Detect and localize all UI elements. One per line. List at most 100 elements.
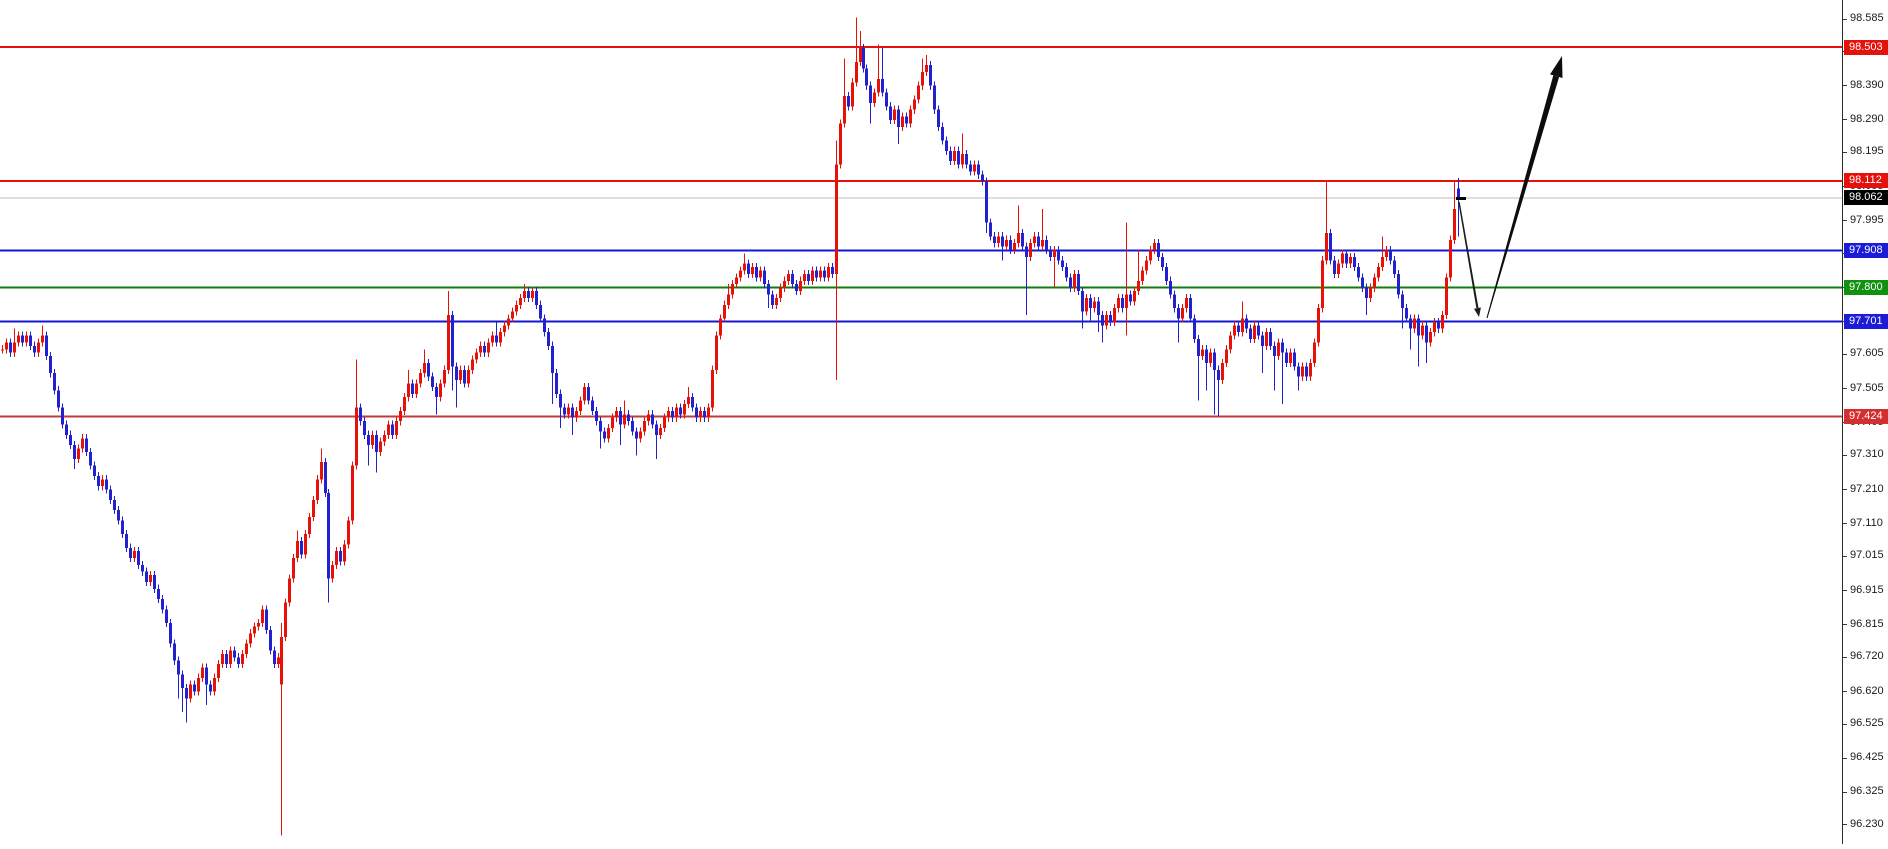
candle <box>411 383 414 394</box>
candle <box>643 421 646 432</box>
candle <box>197 677 200 692</box>
candle <box>1057 250 1060 261</box>
candle <box>1129 294 1132 302</box>
candle <box>1173 294 1176 309</box>
candle <box>1097 301 1100 316</box>
candle <box>1169 280 1172 295</box>
candle <box>851 82 854 107</box>
candle <box>1333 260 1336 274</box>
candle <box>1165 267 1168 281</box>
candle <box>280 636 283 685</box>
candle <box>763 270 766 285</box>
candle <box>1413 318 1416 329</box>
candle <box>455 366 458 381</box>
candle <box>153 575 156 589</box>
candle <box>913 99 916 110</box>
axis-tick-label: 97.995 <box>1850 213 1884 226</box>
axis-tick-dash <box>1843 388 1847 390</box>
candle <box>819 270 822 278</box>
axis-tick-label: 96.425 <box>1850 751 1884 764</box>
candle <box>839 123 842 165</box>
candle <box>407 383 410 398</box>
candle <box>1177 308 1180 319</box>
candle <box>619 410 622 425</box>
candle <box>1329 232 1332 261</box>
axis-tick-label: 96.620 <box>1850 684 1884 697</box>
candle <box>475 352 478 360</box>
candle <box>787 273 790 281</box>
candle <box>1209 352 1212 363</box>
candle <box>1089 297 1092 309</box>
candle <box>1357 267 1360 278</box>
candle <box>1053 250 1056 257</box>
candle <box>687 397 690 405</box>
candle <box>1153 243 1156 251</box>
candle <box>471 359 474 370</box>
candle <box>1069 277 1072 288</box>
candle <box>427 362 430 377</box>
candle <box>1361 277 1364 288</box>
candle <box>969 164 972 172</box>
candle <box>993 236 996 244</box>
candle <box>1417 318 1420 336</box>
candle <box>869 85 872 103</box>
candle <box>113 499 116 511</box>
candle <box>1273 345 1276 357</box>
candle <box>383 434 386 442</box>
candle <box>1021 232 1024 247</box>
candle <box>1365 287 1368 298</box>
last-price-marker <box>1456 197 1466 200</box>
candle <box>523 291 526 298</box>
candle <box>1369 287 1372 298</box>
candle <box>1349 256 1352 264</box>
candle <box>945 140 948 151</box>
axis-tick-dash <box>1843 353 1847 355</box>
candle <box>531 291 534 298</box>
candle <box>1045 239 1048 251</box>
candle <box>917 85 920 100</box>
candle <box>1 349 4 351</box>
axis-tick-dash <box>1843 590 1847 592</box>
axis-tick-dash <box>1843 18 1847 20</box>
candle <box>981 174 984 182</box>
candle <box>1121 297 1124 309</box>
axis-tick-label: 98.585 <box>1850 12 1884 24</box>
candle <box>21 335 24 343</box>
candle <box>961 154 964 165</box>
candle <box>1433 321 1436 333</box>
candle <box>463 369 466 384</box>
candle <box>308 516 311 535</box>
axis-tick-label: 98.195 <box>1850 145 1884 158</box>
candle <box>399 410 402 422</box>
down-move-arrow-shaft[interactable] <box>1458 201 1479 309</box>
candle <box>339 551 342 562</box>
axis-tick-dash <box>1843 85 1847 87</box>
axis-tick-dash <box>1843 523 1847 525</box>
down-move-arrow-head[interactable] <box>1474 307 1481 318</box>
candlestick-canvas[interactable] <box>0 0 1842 844</box>
candle <box>679 407 682 415</box>
candle <box>109 489 112 500</box>
candle <box>1405 308 1408 319</box>
price-chart-plot[interactable] <box>0 0 1842 844</box>
candle <box>847 96 850 107</box>
candle <box>415 383 418 394</box>
up-trend-arrow-shaft[interactable] <box>1486 75 1560 319</box>
candle <box>1101 315 1104 326</box>
up-trend-arrow-head[interactable] <box>1550 56 1563 78</box>
candle <box>855 61 858 83</box>
candle <box>237 657 240 665</box>
candle <box>1201 349 1204 357</box>
candle <box>1117 297 1120 309</box>
candle <box>387 424 390 435</box>
candle <box>1429 332 1432 343</box>
candle <box>1013 243 1016 251</box>
candle <box>1125 294 1128 309</box>
axis-tick-dash <box>1843 691 1847 693</box>
candle <box>1313 342 1316 363</box>
candle <box>157 588 160 600</box>
axis-tick-label: 98.290 <box>1850 112 1884 125</box>
candle <box>715 335 718 370</box>
candle <box>1445 277 1448 316</box>
axis-tick-label: 97.210 <box>1850 482 1884 495</box>
